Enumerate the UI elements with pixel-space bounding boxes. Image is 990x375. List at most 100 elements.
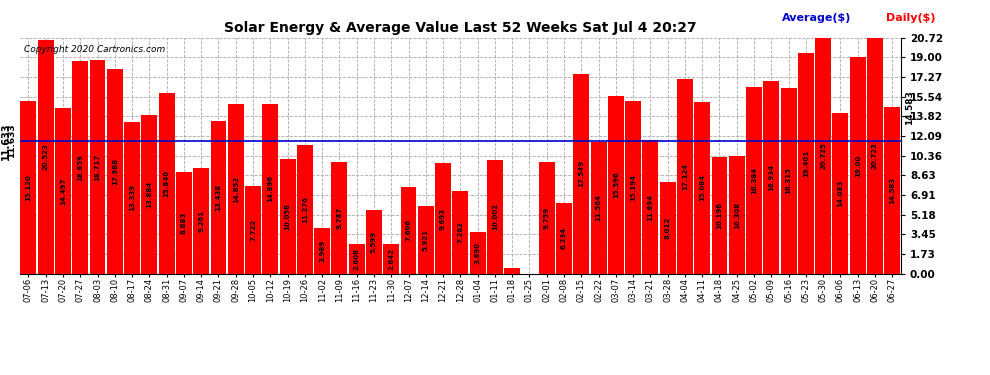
Title: Solar Energy & Average Value Last 52 Weeks Sat Jul 4 20:27: Solar Energy & Average Value Last 52 Wee… [224,21,697,35]
Bar [469,232,485,274]
Bar [158,93,174,274]
Bar [55,108,71,274]
Text: 16.315: 16.315 [786,167,792,194]
Bar [314,228,330,274]
Text: 14.896: 14.896 [267,175,273,202]
Bar [573,74,589,274]
Bar [487,160,503,274]
Bar [729,156,744,274]
Bar [763,81,779,274]
Text: 10.002: 10.002 [492,203,498,230]
Text: Average($): Average($) [782,13,851,23]
Bar [228,104,244,274]
Text: 5.921: 5.921 [423,229,429,251]
Bar [659,182,675,274]
Text: 14.583: 14.583 [889,177,895,204]
Text: 11.276: 11.276 [302,196,308,223]
Text: 10.308: 10.308 [734,201,740,228]
Text: 13.884: 13.884 [147,181,152,208]
Text: 17.124: 17.124 [682,163,688,190]
Text: 17.988: 17.988 [112,158,118,185]
Text: 15.120: 15.120 [26,174,32,201]
Text: 20.523: 20.523 [43,143,49,170]
Bar [712,158,728,274]
Text: 9.759: 9.759 [544,207,549,229]
Text: 14.852: 14.852 [233,176,239,202]
Text: 20.723: 20.723 [872,142,878,169]
Text: 10.196: 10.196 [717,202,723,229]
Text: 7.722: 7.722 [250,219,256,241]
Bar [124,122,140,274]
Bar [176,172,192,274]
Text: 2.642: 2.642 [388,248,394,270]
Text: 7.606: 7.606 [406,219,412,242]
Text: 20.725: 20.725 [820,142,827,169]
Bar [107,69,123,274]
Text: 9.693: 9.693 [441,207,446,230]
Text: 18.659: 18.659 [77,154,83,181]
Bar [798,53,814,274]
Bar [38,40,53,274]
Bar [867,38,883,274]
Bar [21,101,37,274]
Text: 13.339: 13.339 [129,184,135,211]
Text: 11.564: 11.564 [596,194,602,221]
Text: 7.262: 7.262 [457,221,463,243]
Bar [90,60,106,274]
Bar [366,210,382,274]
Text: 13.438: 13.438 [216,183,222,211]
Text: 10.058: 10.058 [284,203,291,230]
Text: 9.787: 9.787 [337,207,343,229]
Bar [262,104,278,274]
Bar [643,140,658,274]
Bar [211,120,227,274]
Bar [332,162,347,274]
Text: 8.012: 8.012 [664,217,670,239]
Text: 3.989: 3.989 [319,240,325,262]
Bar [556,202,572,274]
Bar [694,102,710,274]
Bar [436,163,451,274]
Bar [849,57,865,274]
Text: 8.883: 8.883 [181,212,187,234]
Text: 3.690: 3.690 [474,242,480,264]
Text: 15.840: 15.840 [163,170,169,197]
Text: 5.599: 5.599 [371,231,377,253]
Text: 14.497: 14.497 [60,177,66,205]
Text: 11.633: 11.633 [1,122,11,160]
Bar [833,113,848,274]
Text: 11.694: 11.694 [647,194,653,220]
Text: 19.00: 19.00 [854,154,860,177]
Text: 14.083: 14.083 [838,180,843,207]
Bar [781,88,797,274]
Text: 15.596: 15.596 [613,171,619,198]
Text: 11.633: 11.633 [7,124,16,158]
Bar [72,61,88,274]
Bar [815,38,831,274]
Text: 17.549: 17.549 [578,160,584,187]
Bar [504,268,520,274]
Bar [348,244,364,274]
Text: 6.234: 6.234 [561,227,567,249]
Text: 15.194: 15.194 [630,174,637,201]
Bar [193,168,209,274]
Bar [884,108,900,274]
Bar [452,191,468,274]
Bar [746,87,762,274]
Bar [539,162,554,274]
Bar [591,142,607,274]
Text: 9.261: 9.261 [198,210,204,232]
Text: 15.084: 15.084 [699,174,705,201]
Bar [383,244,399,274]
Bar [297,145,313,274]
Text: 18.717: 18.717 [94,153,101,181]
Bar [418,206,434,274]
Text: 16.384: 16.384 [751,167,757,194]
Bar [608,96,624,274]
Bar [246,186,261,274]
Bar [401,187,417,274]
Bar [677,78,693,274]
Text: 19.401: 19.401 [803,150,809,177]
Bar [625,100,642,274]
Text: 14.583: 14.583 [905,90,914,125]
